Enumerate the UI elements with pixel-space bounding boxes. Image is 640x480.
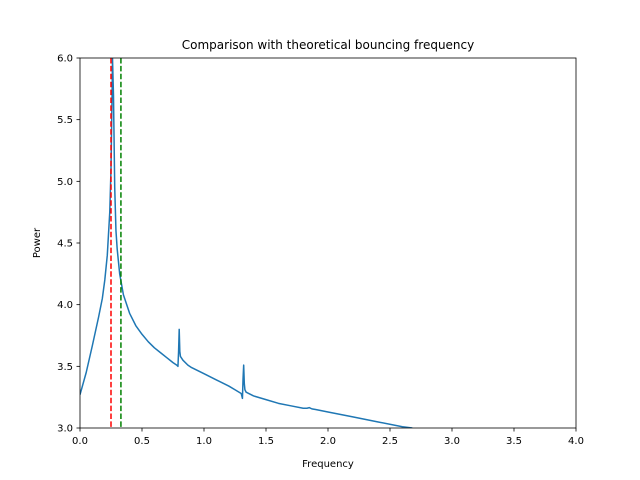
x-tick-label: 0.0: [72, 436, 88, 447]
series-line-0: [80, 58, 413, 428]
y-tick-label: 6.0: [57, 54, 73, 65]
y-tick-label: 3.0: [57, 424, 73, 435]
y-tick-label: 3.5: [57, 362, 73, 373]
axes: 0.0 0.5 1.0 1.5 2.0 2.5 3.0 3.5 4.0 3.0 3.5 4.0 4.5 5…: [57, 54, 584, 448]
y-tick-label: 5.0: [57, 177, 73, 188]
plot-area: [80, 58, 413, 428]
x-tick-label: 0.5: [134, 436, 150, 447]
x-tick-label: 1.0: [196, 436, 212, 447]
x-tick-label: 4.0: [568, 436, 584, 447]
x-tick-label: 2.5: [382, 436, 398, 447]
x-tick-label: 1.5: [258, 436, 274, 447]
x-tick-label: 2.0: [320, 436, 336, 447]
y-tick-label: 4.5: [57, 239, 73, 250]
y-tick-label: 5.5: [57, 115, 73, 126]
x-tick-label: 3.0: [444, 436, 460, 447]
y-tick-label: 4.0: [57, 300, 73, 311]
chart-title: Comparison with theoretical bouncing fre…: [182, 38, 475, 52]
x-axis-label: Frequency: [302, 459, 354, 470]
plot-content: [80, 58, 413, 428]
x-tick-label: 3.5: [506, 436, 522, 447]
y-axis-label: Power: [32, 227, 43, 258]
